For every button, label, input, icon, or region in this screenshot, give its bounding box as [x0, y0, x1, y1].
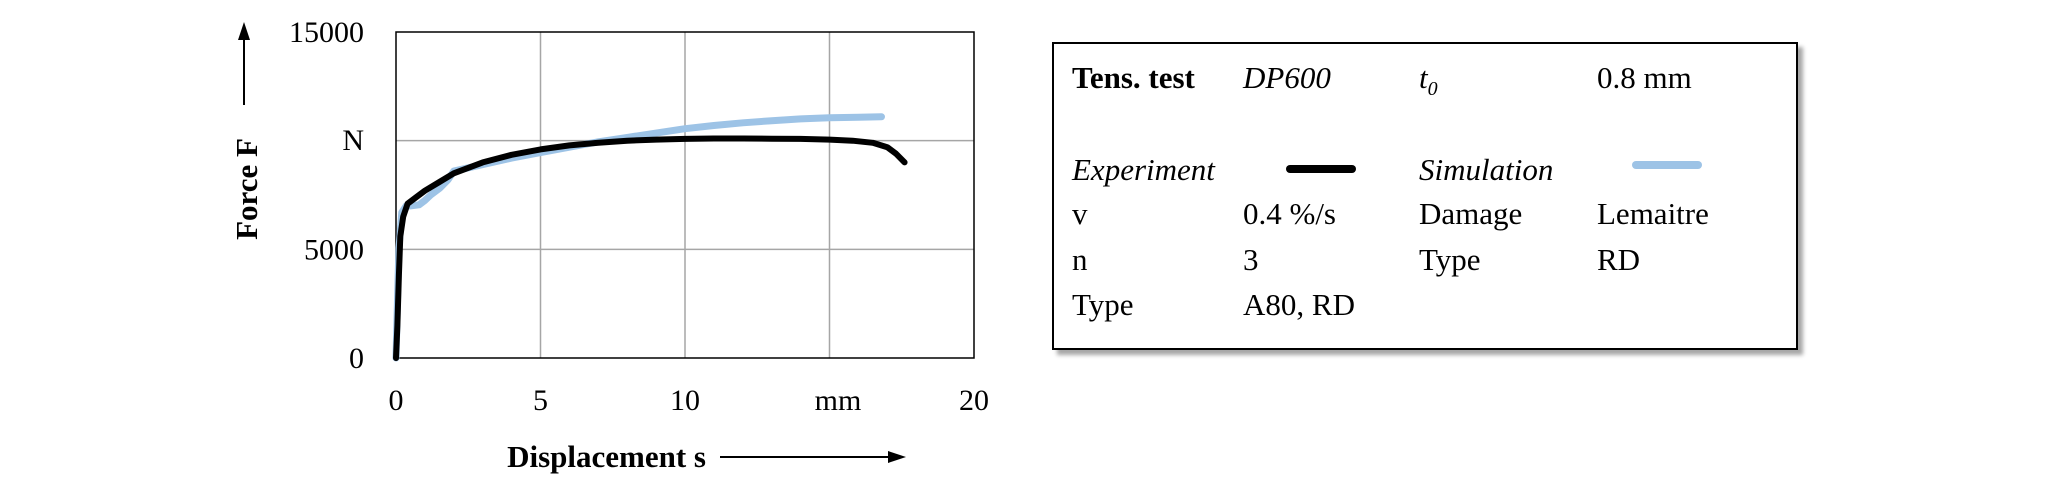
velocity-value: 0.4 %/s [1243, 196, 1336, 231]
damage-label: Damage [1419, 196, 1523, 231]
force-displacement-chart: 0 5 10 20 0 5000 15000 mm N Displacement s For… [229, 16, 989, 474]
series-group [392, 113, 908, 362]
legend-experiment-swatch [1286, 165, 1356, 173]
material-label: DP600 [1243, 60, 1331, 95]
y-axis-arrow-icon [238, 22, 250, 105]
x-axis-label: Displacement s [507, 439, 706, 474]
legend-simulation-swatch [1632, 161, 1702, 169]
damage-value: Lemaitre [1597, 196, 1709, 231]
grid-lines [396, 32, 974, 358]
sim-type-label: Type [1419, 242, 1481, 277]
sim-type-value: RD [1597, 242, 1641, 277]
n-label: n [1072, 242, 1088, 277]
series-line-experiment [393, 135, 908, 361]
x-tick-label: 5 [533, 384, 548, 417]
legend-simulation-label: Simulation [1419, 152, 1554, 187]
thickness-value: 0.8 mm [1597, 60, 1692, 95]
x-tick-label: 10 [670, 384, 700, 417]
legend-table: Tens. test DP600 t0 0.8 mm Experiment Si… [1052, 42, 1798, 350]
x-axis-arrow-icon [720, 451, 906, 463]
specimen-type-value: A80, RD [1243, 287, 1355, 322]
series-line-simulation [392, 113, 885, 362]
velocity-label: v [1072, 196, 1088, 231]
plot-area-frame [395, 31, 975, 359]
thickness-symbol: t0 [1419, 60, 1438, 101]
y-tick-label: 15000 [289, 16, 364, 49]
legend-experiment-label: Experiment [1072, 152, 1215, 187]
x-tick-label: 0 [389, 384, 404, 417]
test-type-label: Tens. test [1072, 60, 1195, 95]
tick-labels: 0 5 10 20 0 5000 15000 [289, 16, 989, 417]
y-tick-label: 0 [349, 342, 364, 375]
x-unit-label: mm [815, 384, 862, 417]
y-unit-label: N [342, 124, 364, 157]
y-tick-label: 5000 [304, 233, 364, 266]
y-axis-label: Force F [229, 138, 264, 240]
n-value: 3 [1243, 242, 1259, 277]
specimen-type-label: Type [1072, 287, 1134, 322]
x-tick-label: 20 [959, 384, 989, 417]
